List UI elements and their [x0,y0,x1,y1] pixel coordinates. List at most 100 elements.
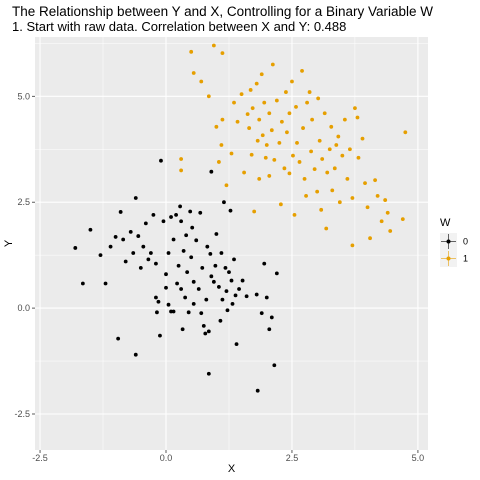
y-axis: -2.5 0.0 2.5 5.0 [14,91,35,419]
scatter-point-w1 [287,111,292,116]
scatter-point-w0 [116,336,121,341]
scatter-point-w1 [363,181,367,186]
scatter-point-w1 [247,126,252,130]
scatter-point-w0 [203,331,208,336]
scatter-point-w1 [229,151,234,156]
scatter-point-w1 [179,168,184,173]
scatter-point-w0 [183,295,188,300]
scatter-point-w0 [230,301,235,306]
scatter-point-w1 [350,243,355,248]
scatter-point-w1 [302,177,307,181]
scatter-point-w1 [353,106,357,111]
scatter-point-w1 [290,79,294,84]
scatter-point-w0 [254,292,259,297]
scatter-point-w0 [244,294,249,299]
scatter-point-w0 [133,352,138,357]
scatter-point-w1 [336,134,341,139]
scatter-point-w0 [176,263,181,268]
scatter-point-w0 [80,281,85,286]
scatter-point-w1 [259,72,264,77]
scatter-point-w1 [217,160,221,164]
scatter-point-w1 [317,138,322,143]
scatter-point-w0 [151,213,156,217]
scatter-point-w1 [305,100,309,105]
scatter-point-w1 [295,140,299,145]
scatter-point-w1 [254,81,259,86]
scatter-point-w0 [138,265,143,270]
scatter-point-w0 [164,285,168,290]
scatter-point-w1 [220,51,225,55]
scatter-point-w0 [179,287,184,291]
chart-subtitle: 1. Start with raw data. Correlation betw… [12,19,347,34]
scatter-point-w0 [191,279,196,284]
scatter-point-w1 [383,198,388,202]
scatter-point-w1 [267,111,272,116]
scatter-point-w1 [282,166,287,171]
scatter-point-w1 [232,100,236,105]
scatter-point-w1 [219,143,224,147]
scatter-point-w0 [206,329,211,334]
scatter-point-w1 [348,147,352,152]
scatter-point-w1 [300,68,304,73]
scatter-point-w1 [220,117,225,122]
grid-minor [35,37,428,450]
scatter-point-w0 [274,271,279,276]
scatter-point-w0 [196,287,201,291]
scatter-point-w1 [340,153,345,158]
scatter-point-w0 [108,244,113,249]
scatter-point-w0 [180,327,185,332]
scatter-point-w1 [263,155,268,160]
scatter-point-w1 [310,117,315,122]
scatter-point-w0 [118,210,123,214]
scatter-point-w1 [250,106,255,111]
legend-label: 1 [463,254,468,264]
scatter-point-w1 [262,100,267,105]
scatter-point-w0 [269,315,274,320]
scatter-point-w0 [98,253,103,258]
scatter-point-w1 [270,62,275,67]
scatter-point-w0 [113,235,118,239]
scatter-point-w0 [103,281,108,286]
scatter-point-w1 [337,200,342,205]
scatter-point-w1 [365,205,370,210]
scatter-point-w1 [307,90,312,94]
scatter-point-w0 [206,371,211,376]
scatter-point-w1 [278,202,283,207]
scatter-point-w1 [403,130,408,135]
scatter-point-w1 [224,183,229,188]
scatter-point-w1 [379,219,384,224]
scatter-point-w0 [174,213,178,217]
scatter-point-w1 [304,193,308,198]
scatter-point-w1 [260,133,265,138]
x-tick-label: 0.0 [160,453,173,463]
scatter-point-w0 [186,310,191,315]
scatter-point-w0 [136,234,141,238]
y-axis-label: Y [3,239,15,247]
scatter-point-w0 [220,297,225,302]
scatter-point-w0 [181,249,186,253]
scatter-point-w0 [219,251,224,255]
scatter-point-w1 [257,177,262,181]
scatter-point-w0 [200,265,205,270]
scatter-point-w0 [188,209,193,214]
scatter-point-w0 [213,263,218,268]
scatter-point-w0 [164,272,168,277]
scatter-point-w1 [334,143,339,147]
scatter-point-w0 [143,221,148,226]
legend-title: W [440,217,451,229]
scatter-point-w1 [368,236,372,241]
scatter-point-w0 [228,208,233,213]
scatter-point-w1 [312,167,317,172]
scatter-point-w1 [257,117,262,122]
x-tick-label: -2.5 [32,453,48,463]
scatter-point-w0 [255,388,260,393]
scatter-point-w0 [166,302,171,307]
scatter-point-w1 [291,153,295,158]
scatter-point-w1 [294,104,298,109]
scatter-point-w1 [301,126,305,130]
x-axis: -2.5 0.0 2.5 5.0 [32,450,424,463]
scatter-point-w0 [184,233,189,238]
scatter-point-w1 [322,111,327,116]
scatter-point-w1 [272,157,277,162]
scatter-point-w0 [146,257,151,262]
